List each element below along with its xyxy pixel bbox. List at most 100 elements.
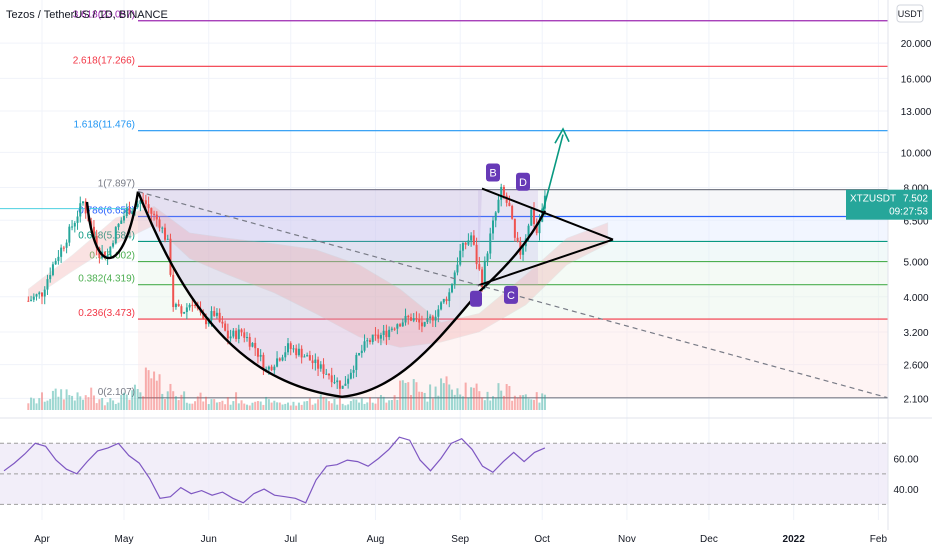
- volume-bar: [76, 392, 79, 410]
- time-tick-label: Jun: [201, 534, 217, 545]
- cup-region-fill: [138, 189, 482, 397]
- candle-body: [128, 208, 131, 215]
- volume-bar: [524, 394, 527, 410]
- volume-bar: [164, 399, 166, 410]
- volume-bar: [363, 403, 366, 410]
- volume-bar: [147, 370, 150, 410]
- volume-bar: [161, 393, 164, 410]
- volume-bar: [60, 389, 63, 410]
- candle-body: [486, 253, 489, 261]
- candle-body: [308, 355, 311, 361]
- volume-bar: [319, 394, 322, 410]
- price-tag: [846, 189, 932, 220]
- volume-bar: [355, 399, 358, 410]
- volume-bar: [478, 391, 481, 410]
- price-tag-countdown: 09:27:53: [889, 207, 928, 218]
- volume-bar: [440, 378, 443, 410]
- volume-bar: [426, 401, 429, 410]
- volume-bar: [254, 401, 257, 410]
- candle-body: [254, 342, 257, 349]
- volume-bar: [459, 394, 462, 410]
- volume-bar: [415, 382, 418, 410]
- candle-body: [51, 264, 54, 276]
- volume-bar: [437, 395, 440, 410]
- pattern-label: C: [507, 290, 515, 302]
- candle-body: [505, 195, 508, 203]
- candle-body: [355, 355, 358, 370]
- volume-bar: [237, 403, 240, 410]
- volume-bar: [434, 386, 437, 410]
- volume-bar: [226, 397, 229, 410]
- candle-body: [478, 264, 481, 270]
- candle-body: [328, 373, 330, 376]
- volume-bar: [344, 405, 347, 410]
- volume-bar: [158, 374, 161, 410]
- candle-body: [464, 242, 467, 245]
- candle-body: [123, 216, 125, 221]
- volume-bar: [109, 398, 112, 410]
- candle-body: [210, 311, 213, 321]
- volume-bar: [349, 401, 352, 410]
- volume-bar: [243, 403, 246, 410]
- candle-body: [456, 264, 459, 273]
- volume-bar: [62, 399, 65, 410]
- volume-bar: [396, 399, 399, 410]
- candle-body: [136, 203, 139, 208]
- candle-body: [366, 340, 369, 342]
- projection-arrowhead: [554, 127, 570, 144]
- volume-bar: [519, 395, 522, 410]
- candle-body: [399, 324, 402, 327]
- volume-bar: [87, 397, 90, 410]
- candle-body: [349, 372, 352, 379]
- volume-bar: [218, 401, 221, 410]
- candle-body: [41, 292, 43, 297]
- candle-body: [259, 354, 262, 357]
- candle-body: [347, 378, 350, 384]
- price-tag-symbol: XTZUSDT: [850, 194, 896, 205]
- candle-body: [248, 337, 251, 347]
- currency-button-label: USDT: [898, 9, 923, 19]
- volume-bar: [139, 392, 142, 410]
- candle-body: [68, 226, 71, 243]
- volume-bar: [41, 392, 43, 410]
- volume-bar: [229, 404, 232, 410]
- currency-button[interactable]: [896, 4, 924, 23]
- candle-body: [256, 348, 259, 357]
- candle-body: [191, 304, 194, 306]
- candle-body: [407, 315, 410, 318]
- volume-bar: [248, 405, 251, 410]
- candle-body: [281, 357, 284, 361]
- volume-bar: [27, 403, 30, 410]
- volume-bar: [388, 400, 391, 410]
- candle-body: [109, 246, 112, 256]
- candle-body: [84, 201, 87, 214]
- volume-bar: [448, 384, 451, 410]
- candle-body: [423, 321, 426, 327]
- candle-body: [27, 300, 30, 302]
- candle-body: [169, 238, 172, 275]
- candle-body: [429, 316, 432, 319]
- volume-bar: [464, 382, 467, 410]
- volume-bar: [533, 399, 535, 410]
- candle-body: [369, 340, 371, 343]
- volume-bar: [508, 386, 511, 410]
- volume-bar: [530, 399, 533, 410]
- volume-bar: [541, 393, 544, 410]
- candle-body: [341, 385, 344, 389]
- volume-bar: [470, 387, 473, 410]
- pattern-label: D: [519, 177, 527, 189]
- volume-bar: [169, 383, 172, 410]
- pennant-upper-line: [481, 187, 614, 241]
- volume-bar: [317, 399, 320, 410]
- candle-body: [289, 343, 292, 349]
- candle-body: [385, 330, 388, 338]
- candle-body: [38, 292, 41, 295]
- candle-body: [278, 358, 281, 361]
- candle-body: [76, 216, 79, 223]
- candle-body: [481, 269, 484, 288]
- volume-bar: [106, 402, 109, 410]
- candle-body: [434, 316, 437, 321]
- time-tick-label: May: [115, 534, 134, 545]
- fib-level-label: 0.5(5.002): [89, 251, 135, 262]
